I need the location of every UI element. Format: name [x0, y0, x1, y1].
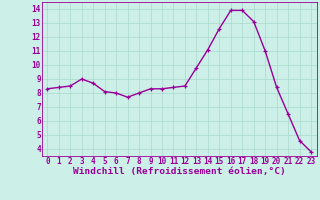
- X-axis label: Windchill (Refroidissement éolien,°C): Windchill (Refroidissement éolien,°C): [73, 167, 285, 176]
